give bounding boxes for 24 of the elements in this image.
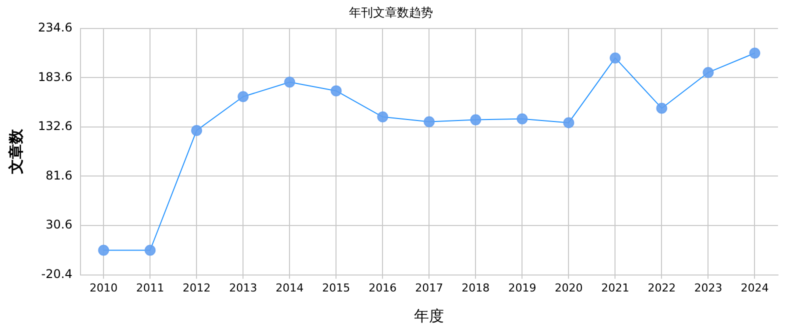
y-tick-label: 234.6 (38, 20, 72, 35)
x-tick-label: 2020 (554, 281, 583, 294)
y-axis-title: 文章数 (6, 128, 25, 176)
x-tick-label: 2018 (462, 281, 490, 294)
x-tick-label: 2012 (182, 281, 211, 294)
x-tick-label: 2011 (136, 281, 164, 294)
x-axis-title: 年度 (414, 306, 444, 325)
y-tick-label: 183.6 (38, 70, 72, 84)
x-tick-label: 2014 (276, 281, 304, 294)
x-tick-label: 2021 (601, 281, 630, 294)
y-tick-label: 30.6 (46, 218, 72, 232)
x-tick-label: 2013 (229, 281, 258, 294)
x-tick-label: 2017 (415, 281, 444, 294)
y-tick-label: 81.6 (46, 168, 72, 182)
x-tick-label: 2016 (368, 281, 397, 294)
x-tick-label: 2019 (508, 281, 536, 294)
x-tick-label: 2022 (648, 281, 676, 294)
chart-title: 年刊文章数趋势 (349, 5, 433, 20)
x-tick-label: 2015 (322, 281, 350, 294)
y-tick-label: -20.4 (41, 266, 72, 281)
y-tick-label: 132.6 (38, 119, 72, 134)
x-tick-label: 2023 (694, 281, 722, 294)
x-tick-label: 2024 (740, 281, 769, 294)
x-tick-label: 2010 (90, 281, 118, 294)
